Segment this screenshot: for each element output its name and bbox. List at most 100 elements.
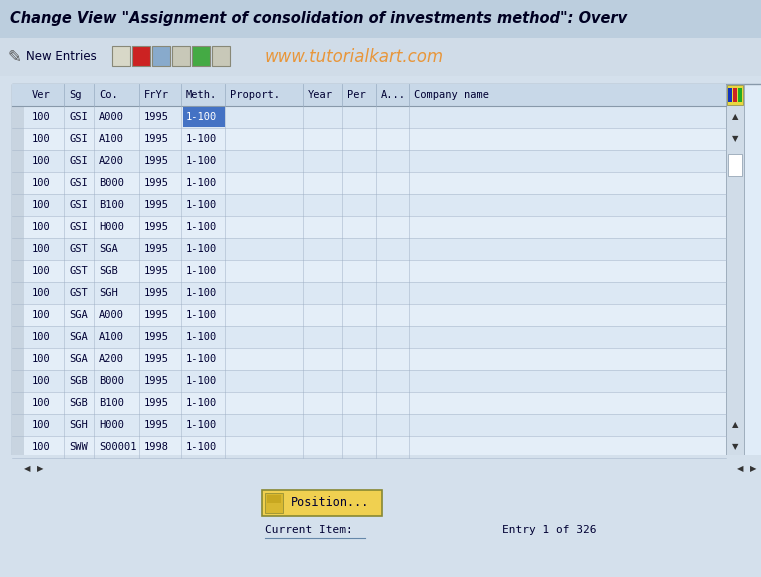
Text: 100: 100 [32, 112, 51, 122]
Text: 1-100: 1-100 [186, 332, 217, 342]
Bar [726, 84, 744, 458]
Text: GSI: GSI [69, 178, 88, 188]
Bar [12, 84, 761, 480]
Text: B000: B000 [99, 178, 124, 188]
Text: 1-100: 1-100 [186, 354, 217, 364]
Text: Position...: Position... [291, 496, 369, 509]
Bar [728, 155, 742, 177]
Text: Per: Per [347, 90, 366, 100]
Text: 1995: 1995 [144, 332, 169, 342]
Text: 100: 100 [32, 266, 51, 276]
Bar [728, 88, 732, 102]
Text: 1-100: 1-100 [186, 266, 217, 276]
Bar [12, 414, 24, 436]
Bar [12, 370, 24, 392]
Bar [172, 46, 190, 66]
Text: SGB: SGB [69, 398, 88, 408]
Bar [12, 128, 726, 150]
Bar [12, 194, 726, 216]
Text: GST: GST [69, 288, 88, 298]
Text: 1995: 1995 [144, 288, 169, 298]
Text: 1995: 1995 [144, 398, 169, 408]
Bar [12, 194, 24, 216]
Text: 100: 100 [32, 156, 51, 166]
Text: SGA: SGA [99, 244, 118, 254]
Bar [152, 46, 170, 66]
Bar [12, 348, 726, 370]
Text: 1995: 1995 [144, 266, 169, 276]
Text: Change View "Assignment of consolidation of investments method": Overv: Change View "Assignment of consolidation… [10, 12, 627, 27]
Text: 100: 100 [32, 200, 51, 210]
Text: A000: A000 [99, 112, 124, 122]
Text: 1995: 1995 [144, 156, 169, 166]
Text: Sg: Sg [69, 90, 81, 100]
Text: Meth.: Meth. [186, 90, 217, 100]
Text: Current Item:: Current Item: [265, 525, 353, 535]
Bar [0, 76, 761, 84]
Bar [12, 172, 726, 194]
Text: 1-100: 1-100 [186, 112, 217, 122]
Text: 1995: 1995 [144, 310, 169, 320]
Text: 1-100: 1-100 [186, 200, 217, 210]
Text: 100: 100 [32, 310, 51, 320]
Text: GST: GST [69, 266, 88, 276]
Bar [132, 46, 150, 66]
Text: FrYr: FrYr [144, 90, 169, 100]
Text: Year: Year [308, 90, 333, 100]
Bar [12, 238, 24, 260]
Bar [112, 46, 130, 66]
Bar [12, 282, 726, 304]
Bar [727, 85, 743, 105]
Bar [167, 461, 222, 477]
Text: ◀: ◀ [24, 464, 30, 474]
Text: Proport.: Proport. [230, 90, 280, 100]
Text: 100: 100 [32, 420, 51, 430]
Bar [265, 493, 283, 513]
Text: 1-100: 1-100 [186, 288, 217, 298]
Bar [733, 88, 737, 102]
Text: New Entries: New Entries [26, 51, 97, 63]
Text: 1995: 1995 [144, 112, 169, 122]
Bar [212, 46, 230, 66]
Text: 1-100: 1-100 [186, 156, 217, 166]
Text: 100: 100 [32, 178, 51, 188]
Text: 1995: 1995 [144, 200, 169, 210]
Bar [192, 46, 210, 66]
Text: S00001: S00001 [99, 442, 136, 452]
Text: H000: H000 [99, 222, 124, 232]
Bar [12, 260, 24, 282]
Text: GSI: GSI [69, 222, 88, 232]
Text: SGB: SGB [99, 266, 118, 276]
Text: A000: A000 [99, 310, 124, 320]
Text: 100: 100 [32, 332, 51, 342]
Bar [183, 107, 225, 127]
Text: 1995: 1995 [144, 178, 169, 188]
Bar [738, 88, 742, 102]
Text: 1-100: 1-100 [186, 442, 217, 452]
Text: 1-100: 1-100 [186, 244, 217, 254]
Text: 1995: 1995 [144, 354, 169, 364]
Text: 1-100: 1-100 [186, 178, 217, 188]
Bar [12, 326, 726, 348]
Text: 1995: 1995 [144, 244, 169, 254]
Text: A200: A200 [99, 156, 124, 166]
Bar [12, 282, 24, 304]
Bar [12, 392, 24, 414]
Text: 100: 100 [32, 398, 51, 408]
Text: ▶: ▶ [37, 464, 43, 474]
Text: 1995: 1995 [144, 134, 169, 144]
Bar [12, 260, 726, 282]
Text: 1-100: 1-100 [186, 420, 217, 430]
Text: 100: 100 [32, 288, 51, 298]
Bar [12, 84, 726, 106]
Text: 1-100: 1-100 [186, 398, 217, 408]
Bar [12, 304, 726, 326]
Text: SGB: SGB [69, 376, 88, 386]
Bar [12, 392, 726, 414]
Bar [12, 216, 24, 238]
Bar [12, 414, 726, 436]
Bar [262, 490, 382, 516]
Text: 1-100: 1-100 [186, 222, 217, 232]
Text: SGA: SGA [69, 310, 88, 320]
Bar [12, 150, 24, 172]
